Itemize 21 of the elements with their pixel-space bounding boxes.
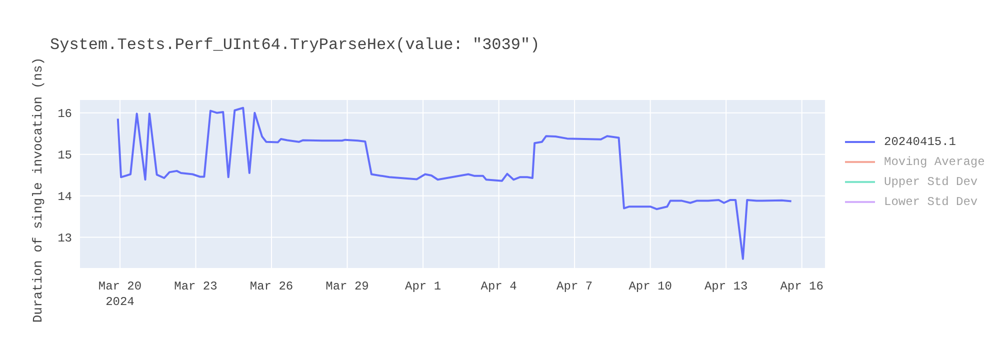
chart-title: System.Tests.Perf_UInt64.TryParseHex(value: "3039"): [50, 36, 540, 54]
x-tick-label: Apr 7: [556, 280, 593, 294]
legend-label: Moving Average: [884, 155, 985, 169]
x-tick-label: Mar 26: [250, 280, 294, 294]
y-tick-label: 16: [58, 107, 72, 122]
x-tick-label: Mar 20 2024: [98, 280, 142, 310]
x-tick-label: Mar 23: [174, 280, 218, 294]
legend-label: Lower Std Dev: [884, 195, 978, 209]
legend-label: Upper Std Dev: [884, 175, 978, 189]
y-tick-label: 15: [58, 148, 72, 163]
y-tick-label: 13: [58, 232, 72, 246]
x-tick-label: Apr 13: [704, 280, 748, 294]
x-tick-label: Apr 10: [628, 280, 672, 294]
x-tick-label: Apr 16: [780, 280, 824, 294]
y-axis-title: Duration of single invocation (ns): [30, 57, 46, 323]
line-series: [116, 106, 792, 260]
y-tick-label: 14: [58, 190, 72, 204]
x-tick-label: Apr 1: [405, 280, 442, 294]
x-tick-label: Mar 29: [326, 280, 369, 294]
legend-label: 20240415.1: [884, 135, 956, 149]
x-tick-label: Apr 4: [480, 280, 517, 294]
